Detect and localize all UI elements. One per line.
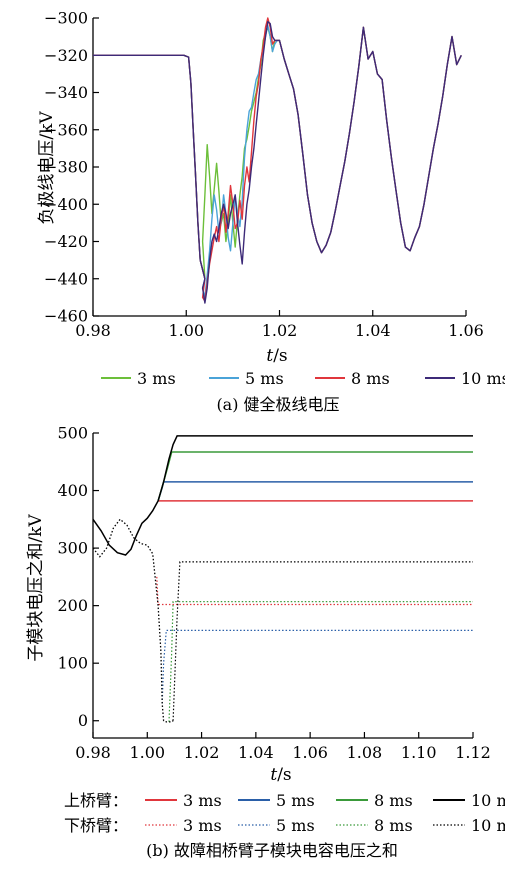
y-tick-label: −380 [44,158,88,177]
lower-series-line-8ms [168,600,473,722]
legend-label: 3 ms [137,369,176,388]
x-tick-label: 0.98 [75,321,111,340]
legend-lower-title: 下桥臂： [64,816,128,835]
a-legend: 3 ms 5 ms 8 ms 10 ms [101,369,505,388]
panel-a: 0.98 1.00 1.02 1.04 1.06 −300 −320 −340 −360 −380… [37,9,505,415]
legend-label-upper: 3 ms [183,791,222,810]
b-legend: 上桥臂： 下桥臂： 3 ms 3 ms 5 ms 5 ms 8 ms 8 ms 10 ms 10 … [64,791,505,835]
y-tick-label: 500 [57,424,88,443]
y-tick-label: −300 [44,9,88,28]
x-tick-label: 1.02 [262,321,298,340]
b-caption: (b) 故障相桥臂子模块电容电压之和 [146,841,398,860]
y-tick-label: −360 [44,120,88,139]
legend-label-lower: 5 ms [276,816,315,835]
legend-label-upper: 5 ms [276,791,315,810]
y-tick-label: −460 [44,307,88,326]
y-tick-label: −400 [44,195,88,214]
legend-label-lower: 3 ms [183,816,222,835]
upper-series-line-10ms [157,435,473,502]
legend-label-lower: 10 ms [471,816,505,835]
y-tick-label: −320 [44,46,88,65]
a-axes: 0.98 1.00 1.02 1.04 1.06 −300 −320 −340 −360 −380… [44,9,484,341]
y-tick-label: −420 [44,232,88,251]
legend-label: 5 ms [245,369,284,388]
series-line-5ms [93,24,462,299]
lower-series-line-3ms [156,576,473,606]
b-xlabel-unit: /s [277,765,291,785]
x-tick-label: 0.98 [75,743,111,762]
x-tick-label: 1.06 [448,321,484,340]
x-tick-label: 1.00 [129,743,165,762]
b-series-lines [92,435,473,723]
upper-common-line [92,500,159,556]
y-tick-label: 400 [57,481,88,500]
lower-series-line-10ms [172,561,473,721]
y-tick-label: 0 [78,711,88,730]
x-tick-label: 1.04 [238,743,274,762]
lower-common-line [92,518,174,723]
x-tick-label: 1.08 [347,743,383,762]
b-ylabel: 子模块电压之和/kV [26,514,46,662]
legend-upper-title: 上桥臂： [64,791,128,810]
lower-series-line-5ms [161,629,473,704]
series-line-10ms [93,21,462,304]
x-tick-label: 1.02 [184,743,220,762]
x-tick-label: 1.10 [401,743,437,762]
legend-label: 8 ms [351,369,390,388]
a-xlabel: t/s [266,346,287,366]
y-tick-label: 300 [57,539,88,558]
series-line-8ms [93,17,462,302]
legend-label-upper: 8 ms [374,791,413,810]
legend-label-upper: 10 ms [471,791,505,810]
x-tick-label: 1.04 [355,321,391,340]
x-tick-label: 1.12 [455,743,491,762]
legend-label: 10 ms [461,369,505,388]
y-tick-label: −340 [44,83,88,102]
y-tick-label: −440 [44,269,88,288]
legend-label-lower: 8 ms [374,816,413,835]
x-tick-label: 1.00 [168,321,204,340]
x-tick-label: 1.06 [292,743,328,762]
a-caption: (a) 健全极线电压 [216,395,339,414]
a-ylabel: 负极线电压/kV [37,111,57,225]
panel-b: 0.98 1.00 1.02 1.04 1.06 1.08 1.10 1.12 500 400 30… [26,424,505,861]
a-xlabel-var: t [266,346,273,366]
upper-series-line-5ms [157,481,473,502]
b-axes: 0.98 1.00 1.02 1.04 1.06 1.08 1.10 1.12 500 400 30… [57,424,490,763]
y-tick-label: 200 [57,596,88,615]
b-xlabel-var: t [270,765,277,785]
a-series-lines [93,17,462,304]
a-xlabel-unit: /s [273,346,287,366]
upper-series-line-8ms [157,451,473,502]
series-line-3ms [93,26,462,280]
y-tick-label: 100 [57,654,88,673]
b-xlabel: t/s [270,765,291,785]
